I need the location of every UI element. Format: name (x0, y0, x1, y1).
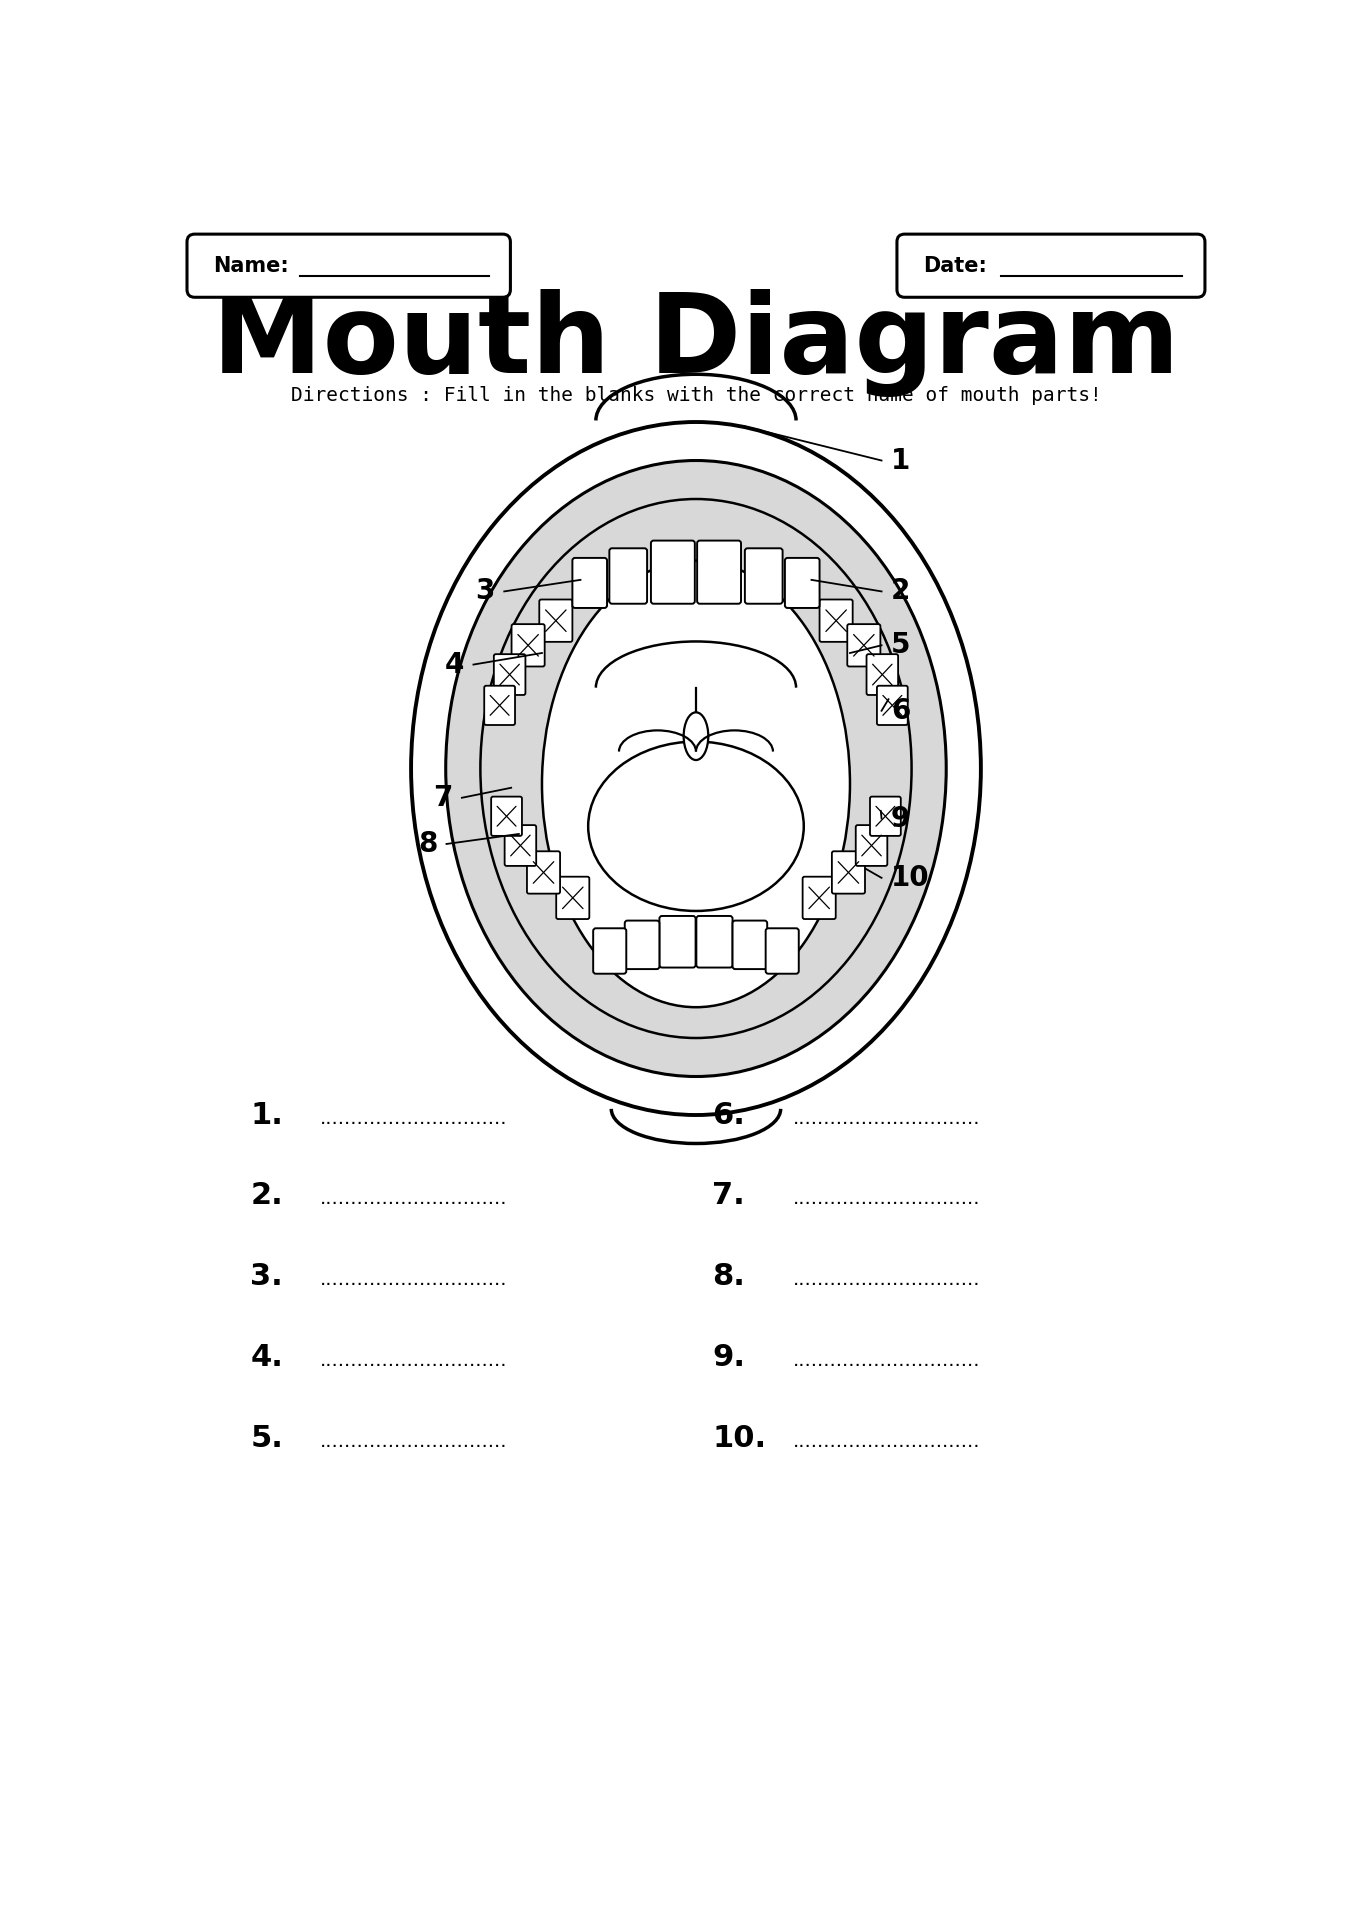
Text: 4: 4 (445, 651, 464, 679)
Text: ..............................: .............................. (319, 1190, 507, 1209)
Text: 10.: 10. (712, 1424, 766, 1453)
FancyBboxPatch shape (803, 877, 835, 919)
FancyBboxPatch shape (856, 825, 887, 865)
FancyBboxPatch shape (660, 915, 695, 967)
FancyBboxPatch shape (870, 796, 900, 837)
Text: 8: 8 (418, 831, 437, 858)
Text: Directions : Fill in the blanks with the correct name of mouth parts!: Directions : Fill in the blanks with the… (291, 386, 1101, 405)
FancyBboxPatch shape (866, 654, 898, 695)
FancyBboxPatch shape (785, 558, 820, 608)
FancyBboxPatch shape (732, 921, 767, 969)
FancyBboxPatch shape (610, 549, 646, 604)
Text: ..............................: .............................. (319, 1432, 507, 1451)
Text: Name:: Name: (213, 255, 289, 276)
Text: 4.: 4. (250, 1343, 282, 1372)
Text: 3.: 3. (250, 1263, 282, 1291)
Text: 1.: 1. (250, 1100, 282, 1130)
FancyBboxPatch shape (557, 877, 589, 919)
FancyBboxPatch shape (593, 929, 626, 973)
FancyBboxPatch shape (820, 599, 853, 641)
Text: 7.: 7. (712, 1182, 746, 1211)
FancyBboxPatch shape (896, 234, 1205, 297)
FancyBboxPatch shape (877, 685, 907, 725)
Text: ..............................: .............................. (793, 1432, 980, 1451)
FancyBboxPatch shape (494, 654, 526, 695)
FancyBboxPatch shape (697, 541, 741, 604)
Text: 6.: 6. (712, 1100, 746, 1130)
Text: 2.: 2. (250, 1182, 282, 1211)
Text: ..............................: .............................. (793, 1190, 980, 1209)
Text: 9: 9 (891, 804, 910, 833)
FancyBboxPatch shape (766, 929, 799, 973)
Ellipse shape (445, 461, 947, 1077)
Text: 2: 2 (891, 578, 910, 604)
Text: ..............................: .............................. (319, 1351, 507, 1370)
Ellipse shape (542, 560, 850, 1007)
Text: 9.: 9. (712, 1343, 746, 1372)
Ellipse shape (481, 499, 911, 1038)
Text: Date:: Date: (923, 255, 987, 276)
FancyBboxPatch shape (832, 852, 865, 894)
FancyBboxPatch shape (512, 624, 545, 666)
Text: ..............................: .............................. (793, 1109, 980, 1128)
Text: 7: 7 (433, 783, 452, 812)
Text: 6: 6 (891, 697, 910, 725)
Text: ..............................: .............................. (793, 1270, 980, 1290)
Text: 5.: 5. (250, 1424, 282, 1453)
FancyBboxPatch shape (650, 541, 695, 604)
FancyBboxPatch shape (572, 558, 607, 608)
FancyBboxPatch shape (697, 915, 732, 967)
Text: Mouth Diagram: Mouth Diagram (212, 290, 1180, 397)
Text: 5: 5 (891, 631, 910, 660)
Text: 1: 1 (891, 447, 910, 474)
Text: 10: 10 (891, 864, 929, 892)
Text: 8.: 8. (712, 1263, 746, 1291)
Text: ..............................: .............................. (319, 1270, 507, 1290)
FancyBboxPatch shape (847, 624, 880, 666)
Ellipse shape (588, 741, 804, 912)
FancyBboxPatch shape (485, 685, 515, 725)
Ellipse shape (683, 712, 709, 760)
FancyBboxPatch shape (746, 549, 782, 604)
Text: ..............................: .............................. (319, 1109, 507, 1128)
Text: ..............................: .............................. (793, 1351, 980, 1370)
FancyBboxPatch shape (187, 234, 511, 297)
FancyBboxPatch shape (625, 921, 660, 969)
Ellipse shape (411, 422, 980, 1115)
FancyBboxPatch shape (539, 599, 572, 641)
FancyBboxPatch shape (527, 852, 559, 894)
Text: 3: 3 (475, 578, 496, 604)
FancyBboxPatch shape (492, 796, 521, 837)
FancyBboxPatch shape (505, 825, 536, 865)
